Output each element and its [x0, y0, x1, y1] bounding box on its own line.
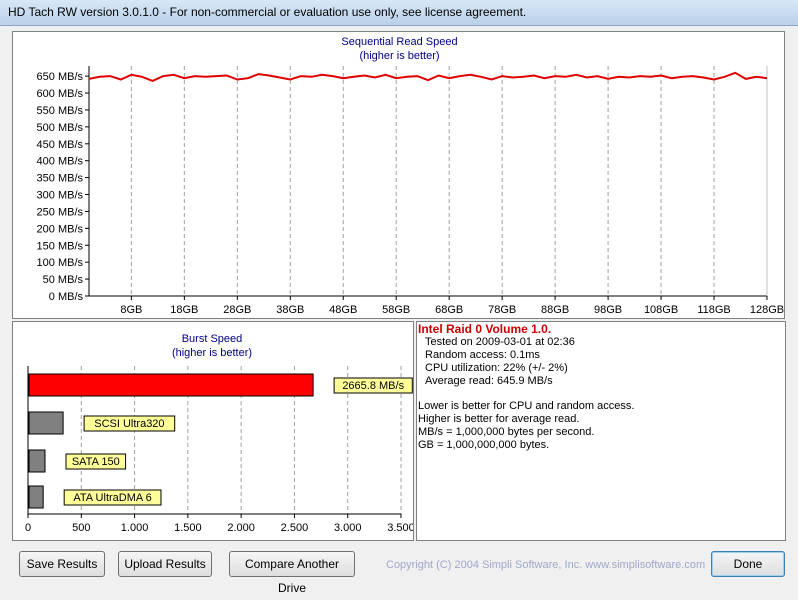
- seq-y-tick-label: 300 MB/s: [37, 190, 84, 202]
- title-bar: HD Tach RW version 3.0.1.0 - For non-com…: [0, 0, 798, 26]
- info-line-tested: Tested on 2009-03-01 at 02:36: [425, 336, 575, 348]
- sequential-read-chart: 650 MB/s 600 MB/s 550 MB/s 500 MB/s 450 MB/s…: [37, 66, 784, 316]
- seq-y-tick-label: 100 MB/s: [37, 257, 84, 269]
- burst-bar-label: 2665.8 MB/s: [342, 380, 404, 392]
- save-results-button[interactable]: Save Results: [19, 551, 105, 577]
- burst-x-tick-label: 1.000: [121, 522, 149, 534]
- burst-bar: [28, 485, 44, 509]
- seq-x-tick-label: 38GB: [276, 304, 304, 316]
- seq-plot-area: [89, 66, 767, 296]
- burst-bar-label: SATA 150: [72, 456, 120, 468]
- seq-y-tick-label: 500 MB/s: [37, 122, 84, 134]
- burst-bar-label-box: [65, 453, 127, 470]
- burst-bar: [28, 449, 46, 473]
- seq-y-tick-label: 350 MB/s: [37, 173, 84, 185]
- seq-x-tick-label: 128GB: [750, 304, 784, 316]
- seq-read-series-line: [88, 71, 768, 82]
- seq-y-tick-label: 0 MB/s: [49, 291, 84, 303]
- burst-bar-label: ATA UltraDMA 6: [73, 492, 151, 504]
- note-gb: GB = 1,000,000,000 bytes.: [418, 439, 550, 451]
- upload-results-button[interactable]: Upload Results: [118, 551, 212, 577]
- burst-x-tick-label: 2.000: [227, 522, 255, 534]
- seq-x-tick-label: 98GB: [594, 304, 622, 316]
- note-cpu: Lower is better for CPU and random acces…: [418, 400, 635, 412]
- burst-bar: [28, 373, 314, 397]
- seq-y-tick-label: 50 MB/s: [43, 274, 84, 286]
- seq-y-tick-label: 550 MB/s: [37, 105, 84, 117]
- seq-x-tick-label: 18GB: [170, 304, 198, 316]
- seq-x-tick-label: 8GB: [120, 304, 142, 316]
- seq-x-tick-label: 88GB: [541, 304, 569, 316]
- seq-x-tick-label: 28GB: [223, 304, 251, 316]
- seq-chart-subtitle: (higher is better): [359, 50, 440, 62]
- seq-chart-title: Sequential Read Speed: [341, 36, 458, 48]
- burst-bar-label-box: [333, 377, 413, 394]
- burst-speed-chart: 0 500 1.000 1.500 2.000 2.500 3.000 3.500 2665.8…: [25, 366, 413, 534]
- compare-another-drive-button[interactable]: Compare Another Drive: [229, 551, 355, 595]
- burst-chart-subtitle: (higher is better): [171, 347, 253, 359]
- sequential-read-panel: Sequential Read Speed (higher is better)…: [12, 31, 785, 319]
- window-title: HD Tach RW version 3.0.1.0 - For non-com…: [8, 5, 527, 19]
- burst-bar-label-box: [63, 489, 162, 506]
- drive-name: Intel Raid 0 Volume 1.0.: [418, 322, 552, 336]
- results-info: Intel Raid 0 Volume 1.0. Tested on 2009-…: [418, 322, 778, 452]
- results-info-panel: [416, 321, 786, 541]
- info-line-average-read: Average read: 645.9 MB/s: [425, 375, 553, 387]
- seq-x-tick-label: 48GB: [329, 304, 357, 316]
- info-line-random-access: Random access: 0.1ms: [425, 349, 540, 361]
- seq-x-tick-label: 58GB: [382, 304, 410, 316]
- seq-y-tick-label: 250 MB/s: [37, 206, 84, 218]
- burst-x-tick-label: 2.500: [281, 522, 309, 534]
- seq-x-tick-label: 118GB: [697, 304, 730, 316]
- burst-x-tick-label: 1.500: [174, 522, 202, 534]
- copyright-text: Copyright (C) 2004 Simpli Software, Inc.…: [386, 559, 706, 571]
- note-average: Higher is better for average read.: [418, 413, 580, 425]
- seq-x-tick-label: 78GB: [488, 304, 516, 316]
- seq-y-tick-label: 200 MB/s: [37, 223, 84, 235]
- info-line-cpu: CPU utilization: 22% (+/- 2%): [425, 362, 568, 374]
- burst-speed-panel: Burst Speed (higher is better) 0 500 1.000…: [12, 321, 414, 541]
- burst-bar: [28, 411, 64, 435]
- done-button[interactable]: Done: [711, 551, 785, 577]
- burst-bar-label-box: [83, 415, 176, 432]
- seq-y-tick-label: 600 MB/s: [37, 88, 84, 100]
- seq-x-tick-label: 108GB: [644, 304, 678, 316]
- note-mbs: MB/s = 1,000,000 bytes per second.: [418, 426, 595, 438]
- seq-x-tick-label: 68GB: [435, 304, 463, 316]
- seq-y-tick-label: 450 MB/s: [37, 139, 84, 151]
- seq-y-tick-label: 650 MB/s: [37, 71, 84, 83]
- burst-x-tick-label: 3.500: [387, 522, 413, 534]
- seq-y-tick-label: 150 MB/s: [37, 240, 84, 252]
- seq-y-tick-label: 400 MB/s: [37, 156, 84, 168]
- burst-bar-label: SCSI Ultra320: [94, 418, 164, 430]
- burst-x-tick-label: 500: [72, 522, 90, 534]
- burst-x-tick-label: 3.000: [334, 522, 362, 534]
- burst-chart-title: Burst Speed: [181, 333, 243, 345]
- burst-x-tick-label: 0: [25, 522, 31, 534]
